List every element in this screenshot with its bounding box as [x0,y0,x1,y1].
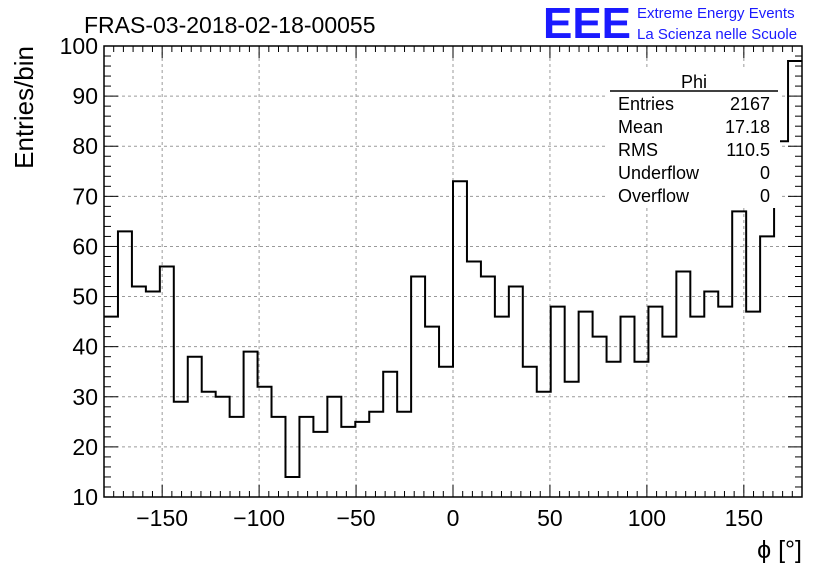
y-tick-label: 80 [72,133,98,159]
stats-value: 0 [760,186,770,206]
logo-line-2: La Scienza nelle Scuole [637,26,797,43]
y-tick-label: 100 [60,33,98,59]
stats-value: 2167 [730,94,770,114]
stats-label: Mean [618,117,663,137]
y-tick-label: 70 [72,183,98,209]
logo-line-1: Extreme Energy Events [637,5,795,22]
stats-box: Phi Entries 2167 Mean 17.18 RMS 110.5 Underflo… [608,68,780,208]
y-tick-label: 40 [72,334,98,360]
x-tick-label: −150 [136,505,188,531]
eee-logo: EEE Extreme Energy Events La Scienza nel… [543,0,797,48]
x-axis-label: ϕ [°] [757,536,802,564]
y-tick-labels: 10 20 30 40 50 60 70 80 90 100 [60,33,98,510]
stats-value: 17.18 [725,117,770,137]
stats-label: RMS [618,140,658,160]
stats-value: 0 [760,163,770,183]
x-tick-label: 150 [725,505,763,531]
y-tick-label: 30 [72,384,98,410]
logo-mark: EEE [543,0,631,48]
stats-box-title: Phi [681,72,707,92]
histogram-outline [104,60,802,478]
x-tick-label: −100 [233,505,285,531]
chart-title: FRAS-03-2018-02-18-00055 [84,12,376,38]
x-tick-label: 0 [447,505,460,531]
x-tick-label: −50 [337,505,376,531]
x-tick-label: 50 [537,505,563,531]
axis-ticks [104,45,803,498]
x-tick-label: 100 [628,505,666,531]
y-tick-label: 50 [72,284,98,310]
stats-value: 110.5 [726,140,770,160]
stats-label: Overflow [618,186,690,206]
y-tick-label: 90 [72,83,98,109]
stats-label: Entries [618,94,674,114]
stats-label: Underflow [618,163,700,183]
y-tick-label: 20 [72,434,98,460]
x-tick-labels: −150 −100 −50 0 50 100 150 [136,505,763,531]
stats-rows: Entries 2167 Mean 17.18 RMS 110.5 Underflow 0 Ov… [618,94,770,206]
y-tick-label: 60 [72,233,98,259]
y-tick-label: 10 [72,484,98,510]
histogram-bars [104,60,802,478]
y-axis-label: Entries/bin [9,46,39,169]
